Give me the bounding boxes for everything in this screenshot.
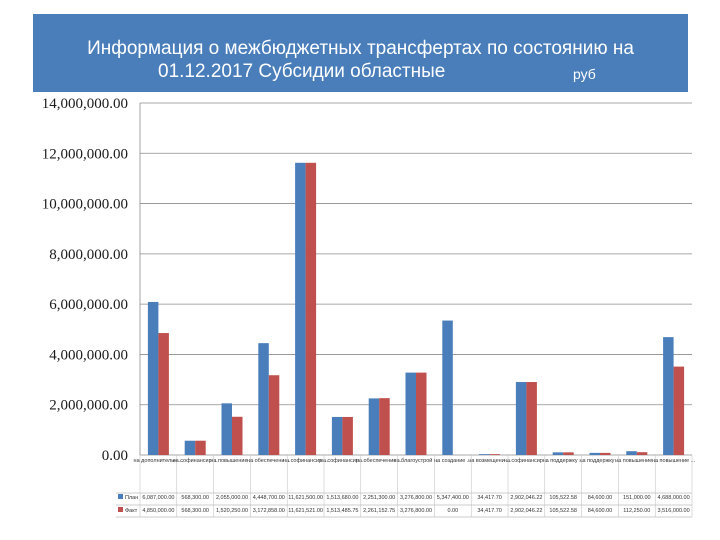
bar-fact	[158, 333, 169, 455]
bar-plan	[221, 403, 232, 455]
x-category-label: на поддержку ...	[579, 458, 621, 464]
table-cell: 105,522.58	[549, 495, 577, 501]
table-cell: 0.00	[447, 508, 458, 514]
bar-fact	[600, 452, 611, 455]
legend-swatch	[118, 494, 123, 499]
x-category-label: на создание ...	[434, 458, 472, 464]
bar-plan	[184, 440, 196, 455]
x-category-label: на благоустрой ...	[394, 457, 439, 464]
table-cell: 11,621,521.00	[288, 508, 323, 514]
bar-fact	[636, 452, 648, 455]
table-cell: 151,000.00	[623, 495, 651, 501]
x-category-label: на софинансир ...	[320, 458, 366, 464]
chart-title-line2: 01.12.2017 Субсидии областные	[158, 61, 446, 82]
bar-plan	[295, 162, 306, 455]
x-category-label: на повышение ...	[615, 458, 659, 464]
y-tick-label: 2,000,000.00	[49, 398, 128, 414]
y-tick-label: 8,000,000.00	[49, 247, 128, 263]
bar-plan	[147, 301, 159, 455]
table-cell: 6,087,000.00	[142, 495, 174, 501]
y-tick-label: 12,000,000.00	[42, 146, 128, 162]
bar-fact	[489, 454, 501, 455]
table-cell: 568,300.00	[181, 495, 209, 501]
bar-fact	[416, 372, 427, 455]
bar-fact	[563, 452, 574, 455]
table-cell: 84,600.00	[588, 508, 612, 514]
table-cell: 34,417.70	[477, 495, 501, 501]
bar-plan	[479, 454, 490, 455]
legend-label: План	[125, 495, 138, 501]
table-cell: 2,902,046.22	[510, 508, 542, 514]
x-category-label: на софинансир ...	[283, 458, 329, 464]
table-cell: 2,902,046.22	[510, 495, 542, 501]
bar-plan	[552, 452, 564, 455]
legend-label: Факт	[125, 508, 138, 514]
y-tick-label: 10,000,000.00	[42, 197, 128, 213]
table-cell: 3,172,858.00	[253, 508, 285, 514]
y-tick-label: 0.00	[102, 448, 128, 464]
bar-fact	[268, 375, 280, 455]
table-cell: 11,621,500.00	[288, 495, 323, 501]
x-category-label: на повышение ...	[652, 458, 696, 464]
x-category-label: на обеспечение ...	[356, 458, 403, 464]
bar-plan	[258, 343, 269, 455]
bar-plan	[589, 452, 600, 455]
bar-plan	[626, 451, 637, 455]
table-cell: 5,347,400.00	[437, 495, 469, 501]
table-cell: 1,513,680.00	[326, 495, 358, 501]
chart-unit: руб	[573, 66, 596, 82]
table-cell: 1,513,485.75	[326, 508, 358, 514]
bar-fact	[195, 440, 206, 455]
table-cell: 105,522.58	[549, 508, 577, 514]
y-tick-label: 6,000,000.00	[49, 297, 128, 313]
bar-fact	[305, 162, 317, 455]
table-cell: 4,448,700.00	[253, 495, 285, 501]
legend-swatch	[118, 507, 123, 512]
x-category-label: на поддержку ...	[543, 458, 585, 464]
bar-fact	[342, 416, 353, 455]
bar-fact	[526, 382, 537, 455]
bar-fact	[379, 398, 390, 455]
table-cell: 112,250.00	[623, 508, 650, 514]
table-cell: 3,276,800.00	[400, 495, 432, 501]
y-tick-label: 4,000,000.00	[49, 347, 128, 363]
table-cell: 3,516,000.00	[658, 508, 690, 514]
bar-plan	[331, 416, 343, 455]
table-cell: 568,300.00	[181, 508, 209, 514]
x-category-label: на возмещени ...	[468, 458, 511, 464]
table-cell: 4,850,000.00	[142, 508, 174, 514]
x-category-label: на обеспечени ...	[247, 458, 291, 464]
y-tick-label: 14,000,000.00	[42, 96, 128, 112]
bar-plan	[405, 372, 416, 455]
chart-title-box: Информация о межбюджетных трансфертах по…	[33, 14, 688, 92]
table-cell: 34,417.70	[477, 508, 501, 514]
table-cell: 2,055,000.00	[216, 495, 248, 501]
x-category-label: на повышение ...	[210, 458, 254, 464]
table-cell: 2,251,300.00	[363, 495, 395, 501]
table-cell: 84,600.00	[588, 495, 612, 501]
chart-title-line1: Информация о межбюджетных трансфертах по…	[87, 38, 634, 59]
bar-plan	[515, 382, 527, 455]
x-category-label: на дополнительн ...	[134, 458, 184, 464]
bar-fact	[673, 366, 685, 455]
bar-plan	[663, 337, 674, 455]
table-cell: 3,276,800.00	[400, 508, 432, 514]
bar-plan	[368, 398, 380, 455]
table-cell: 2,261,152.75	[363, 508, 395, 514]
bar-plan	[442, 320, 453, 455]
table-cell: 4,688,000.00	[658, 495, 690, 501]
bar-fact	[232, 416, 243, 455]
x-category-label: на софинансир ...	[504, 458, 550, 464]
table-cell: 1,520,250.00	[216, 508, 248, 514]
x-category-label: на софинансир ...	[173, 458, 219, 464]
